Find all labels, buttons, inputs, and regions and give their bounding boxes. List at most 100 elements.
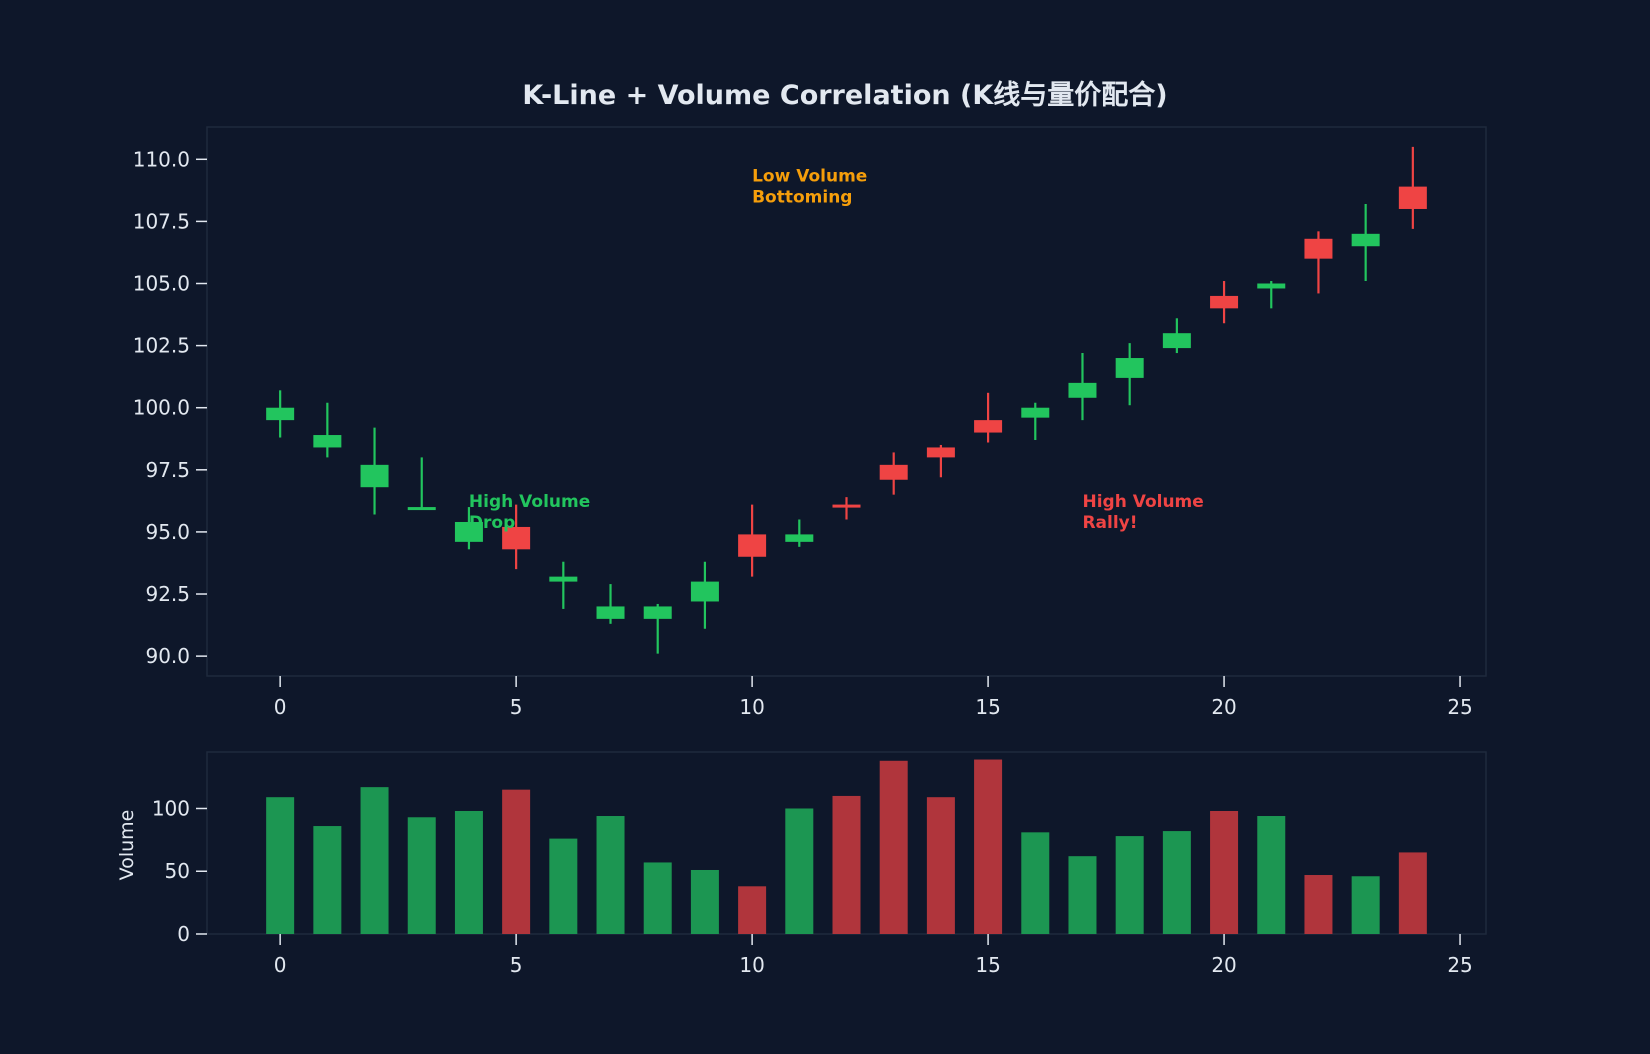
candle-16 (1021, 402, 1050, 441)
candle-body (785, 534, 814, 542)
candle-5 (502, 504, 531, 570)
candle-7 (596, 584, 625, 624)
candle-19 (1162, 318, 1191, 354)
volume-panel: 0 50 100 Volume 0 5 10 15 20 25 (116, 751, 1487, 977)
price-y-tick-label: 97.5 (145, 458, 190, 482)
price-y-tick-label: 95.0 (145, 520, 190, 544)
volume-x-tick-label: 5 (510, 953, 523, 977)
price-x-tick-label: 20 (1211, 695, 1236, 719)
candle-17 (1068, 353, 1097, 421)
volume-bar-15 (974, 759, 1003, 934)
price-x-axis: 0 5 10 15 20 25 (274, 676, 1473, 719)
volume-x-tick-label: 10 (739, 953, 764, 977)
candle-body (1021, 407, 1050, 418)
volume-x-tick-label: 25 (1447, 953, 1472, 977)
volume-bar-12 (832, 795, 861, 934)
price-y-tick-label: 102.5 (133, 334, 190, 358)
volume-y-tick-label: 0 (177, 922, 190, 946)
candle-22 (1304, 231, 1333, 294)
price-y-tick-label: 90.0 (145, 644, 190, 668)
volume-bar-7 (596, 816, 625, 934)
volume-x-tick-label: 20 (1211, 953, 1236, 977)
candle-body (407, 507, 436, 511)
candle-15 (974, 392, 1003, 443)
volume-bar-0 (266, 797, 295, 934)
price-panel: 90.0 92.5 95.0 97.5 100.0 102.5 105.0 107.5 110.… (133, 126, 1487, 719)
volume-bar-24 (1398, 852, 1427, 934)
volume-bar-4 (454, 810, 483, 934)
candle-body (738, 534, 767, 557)
annotation-line: High Volume (469, 492, 590, 512)
volume-x-tick-label: 0 (274, 953, 287, 977)
volume-bar-22 (1304, 875, 1333, 934)
candle-body (690, 581, 719, 602)
volume-bar-14 (926, 797, 955, 934)
candle-3 (407, 457, 436, 511)
candle-8 (643, 603, 672, 654)
volume-bar-13 (879, 760, 908, 934)
candle-body (549, 576, 578, 582)
candle-4 (454, 507, 483, 550)
price-x-tick-label: 0 (274, 695, 287, 719)
candlestick-series (266, 146, 1427, 654)
candle-body (1068, 382, 1097, 398)
price-y-axis: 90.0 92.5 95.0 97.5 100.0 102.5 105.0 107.5 110.… (133, 147, 207, 668)
volume-bar-3 (407, 817, 436, 934)
volume-bar-11 (785, 808, 814, 934)
annotation-line: High Volume (1082, 492, 1203, 512)
chart-title: K-Line + Volume Correlation (K线与量价配合) (522, 79, 1167, 111)
candle-0 (266, 390, 295, 438)
volume-bar-20 (1210, 810, 1239, 934)
candle-body (360, 464, 389, 488)
price-x-tick-label: 5 (510, 695, 523, 719)
volume-bar-1 (313, 826, 342, 934)
candle-body (1257, 283, 1286, 289)
volume-bar-17 (1068, 856, 1097, 934)
annotation-line: Bottoming (752, 188, 852, 208)
volume-bar-8 (643, 862, 672, 934)
candle-23 (1351, 204, 1380, 282)
candle-body (1115, 358, 1144, 378)
price-y-tick-label: 105.0 (133, 272, 190, 296)
candle-body (926, 447, 955, 458)
volume-y-tick-label: 100 (152, 796, 190, 820)
volume-bar-9 (690, 869, 719, 934)
candle-body (832, 504, 861, 508)
price-x-tick-label: 10 (739, 695, 764, 719)
volume-bar-21 (1257, 816, 1286, 934)
candle-body (1210, 295, 1239, 309)
volume-bar-16 (1021, 832, 1050, 934)
candle-18 (1115, 343, 1144, 406)
price-panel-frame (206, 126, 1487, 677)
volume-bar-18 (1115, 836, 1144, 934)
volume-x-axis: 0 5 10 15 20 25 (274, 934, 1473, 977)
price-y-tick-label: 110.0 (133, 147, 190, 171)
price-y-tick-label: 100.0 (133, 396, 190, 420)
volume-bar-10 (738, 886, 767, 934)
annotation-high-volume-rally: High Volume Rally! (1082, 492, 1203, 533)
candle-9 (690, 561, 719, 629)
candle-10 (738, 504, 767, 577)
volume-y-tick-label: 50 (165, 859, 190, 883)
volume-bar-series (266, 759, 1427, 934)
annotation-high-volume-drop: High Volume Drop (469, 492, 590, 533)
volume-y-axis-label: Volume (116, 810, 138, 881)
annotation-line: Rally! (1082, 513, 1137, 533)
candle-12 (832, 497, 861, 520)
candle-body (643, 606, 672, 619)
price-y-tick-label: 107.5 (133, 209, 190, 233)
volume-bar-23 (1351, 876, 1380, 934)
candle-body (313, 435, 342, 448)
candle-2 (360, 427, 389, 515)
candle-1 (313, 402, 342, 458)
candle-body (1304, 238, 1333, 259)
volume-y-axis: 0 50 100 Volume (116, 796, 207, 946)
candle-body (1398, 186, 1427, 209)
candle-21 (1257, 281, 1286, 309)
candle-11 (785, 519, 814, 547)
annotation-line: Low Volume (752, 167, 867, 187)
candle-body (454, 521, 483, 542)
price-x-tick-label: 25 (1447, 695, 1472, 719)
candle-body (502, 526, 531, 550)
